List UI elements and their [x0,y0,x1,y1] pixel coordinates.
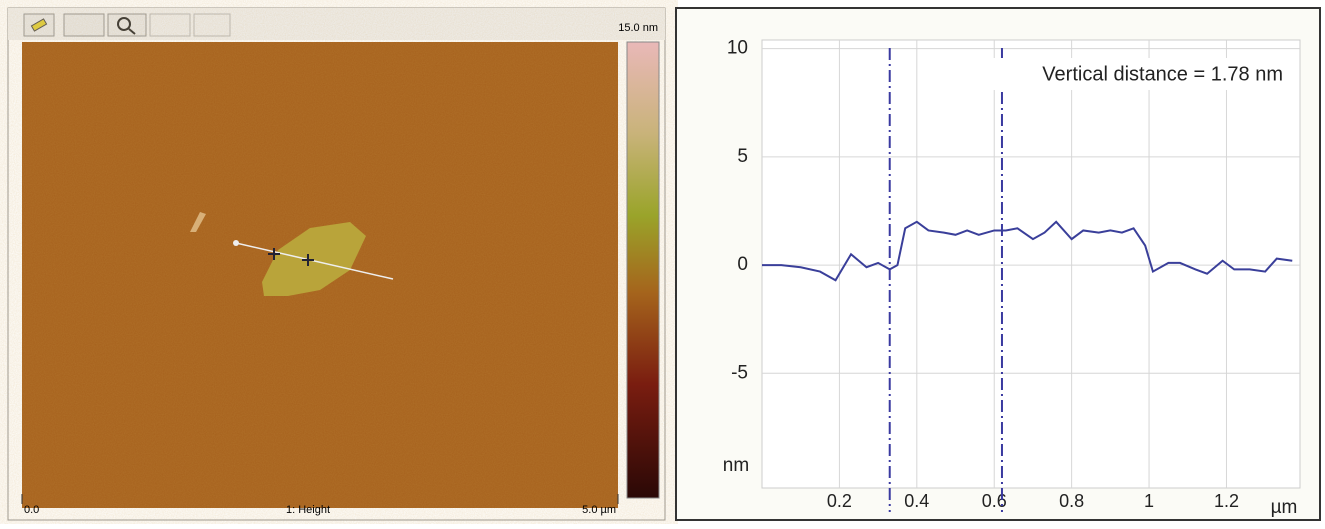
profile-line [235,242,394,280]
channel-label: 1: Height [286,504,330,516]
colorbar [626,41,660,499]
y-tick-label: 10 [727,38,748,59]
afm-panel: 15.0 nm 0.0 1: Height 5.0 µm [7,7,666,521]
tool-button[interactable] [63,13,105,37]
tool-button[interactable] [107,13,147,37]
x-tick-label: 0.8 [1059,491,1084,511]
profile-start [233,240,239,246]
y-tick-label: -5 [731,362,748,383]
cursor-marks [268,248,314,266]
x-tick-label: 1 [1144,491,1154,511]
profile-chart: 10 5 0 -5 0.2 0.4 0.6 0.8 1 1.2 nm µm Vertical dista… [723,38,1301,518]
icon [117,17,131,31]
tool-button[interactable] [149,13,191,37]
toolbar-buttons[interactable] [23,13,231,37]
particle [190,212,206,232]
y-tick-label: 5 [737,146,748,167]
x-start: 0.0 [24,504,39,516]
y-tick-label: 0 [737,254,748,275]
annotation-bg [950,58,1290,90]
plot-area [761,39,1301,489]
scale-max: 15.0 nm [618,22,658,34]
toolbar [8,8,665,40]
x-tick-label: 1.2 [1214,491,1239,511]
x-axis-label: µm [1271,497,1298,518]
icon [128,28,136,35]
x-end: 5.0 µm [582,504,616,516]
annotation: Vertical distance = 1.78 nm [1042,63,1283,85]
x-tick-label: 0.6 [982,491,1007,511]
profile-line [762,220,1293,282]
icon [30,18,48,32]
x-tick-label: 0.2 [827,491,852,511]
y-axis-label: nm [723,455,749,476]
x-tick-label: 0.4 [904,491,929,511]
tool-button[interactable] [193,13,231,37]
